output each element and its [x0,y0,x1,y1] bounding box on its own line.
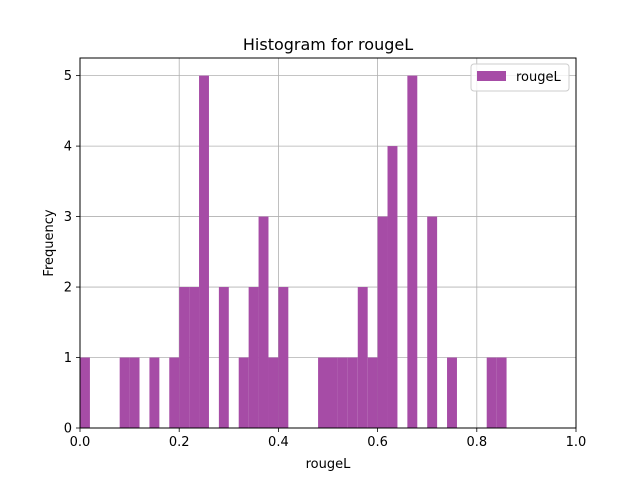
histogram-bar [238,357,249,428]
x-tick-label: 0.4 [268,435,289,450]
histogram-bar [447,357,457,428]
x-tick-label: 0.2 [169,435,190,450]
y-tick-label: 5 [64,69,72,84]
histogram-bars [80,75,507,428]
grid-lines [79,58,577,429]
x-tick-label: 0.6 [367,435,388,450]
y-axis-ticks: 0 1 2 3 4 5 [64,69,80,437]
histogram-bar [169,357,180,428]
legend-swatch [477,71,506,81]
legend: rougeL [470,63,570,92]
histogram-bar [347,357,358,428]
histogram-bar [268,357,279,428]
histogram-bar [119,357,130,428]
histogram-bar [218,287,229,428]
histogram-bar [278,287,289,428]
y-tick-label: 0 [64,422,72,437]
histogram-bar [377,216,388,428]
x-tick-label: 0.8 [466,435,487,450]
histogram-bar [248,287,259,428]
histogram-bar [189,287,200,428]
x-axis-ticks: 0.0 0.2 0.4 0.6 0.8 1.0 [70,428,587,450]
histogram-bar [258,216,269,428]
y-tick-label: 2 [64,281,72,296]
histogram-bar [407,75,418,428]
histogram-bar [496,357,507,428]
legend-box [470,63,570,92]
histogram-bar [357,287,368,428]
histogram-bar [80,357,90,428]
histogram-bar [179,287,190,428]
x-axis-label: rougeL [306,457,352,472]
histogram-bar [318,357,328,428]
x-tick-label: 1.0 [566,435,587,450]
histogram-bar [328,357,338,428]
y-tick-label: 1 [64,351,72,366]
histogram-bar [486,357,497,428]
histogram-bar [149,357,160,428]
x-tick-label: 0.0 [70,435,91,450]
histogram-bar [367,357,378,428]
histogram-bar [337,357,348,428]
histogram-bar [427,216,438,428]
y-axis-label: Frequency [42,209,57,276]
histogram-bar [199,75,209,428]
histogram-bar [129,357,140,428]
histogram-bar [387,146,398,428]
y-tick-label: 4 [64,140,72,155]
plot-frame [79,57,577,429]
chart-title: Histogram for rougeL [243,35,413,54]
y-tick-label: 3 [64,210,72,225]
legend-label: rougeL [516,70,562,85]
